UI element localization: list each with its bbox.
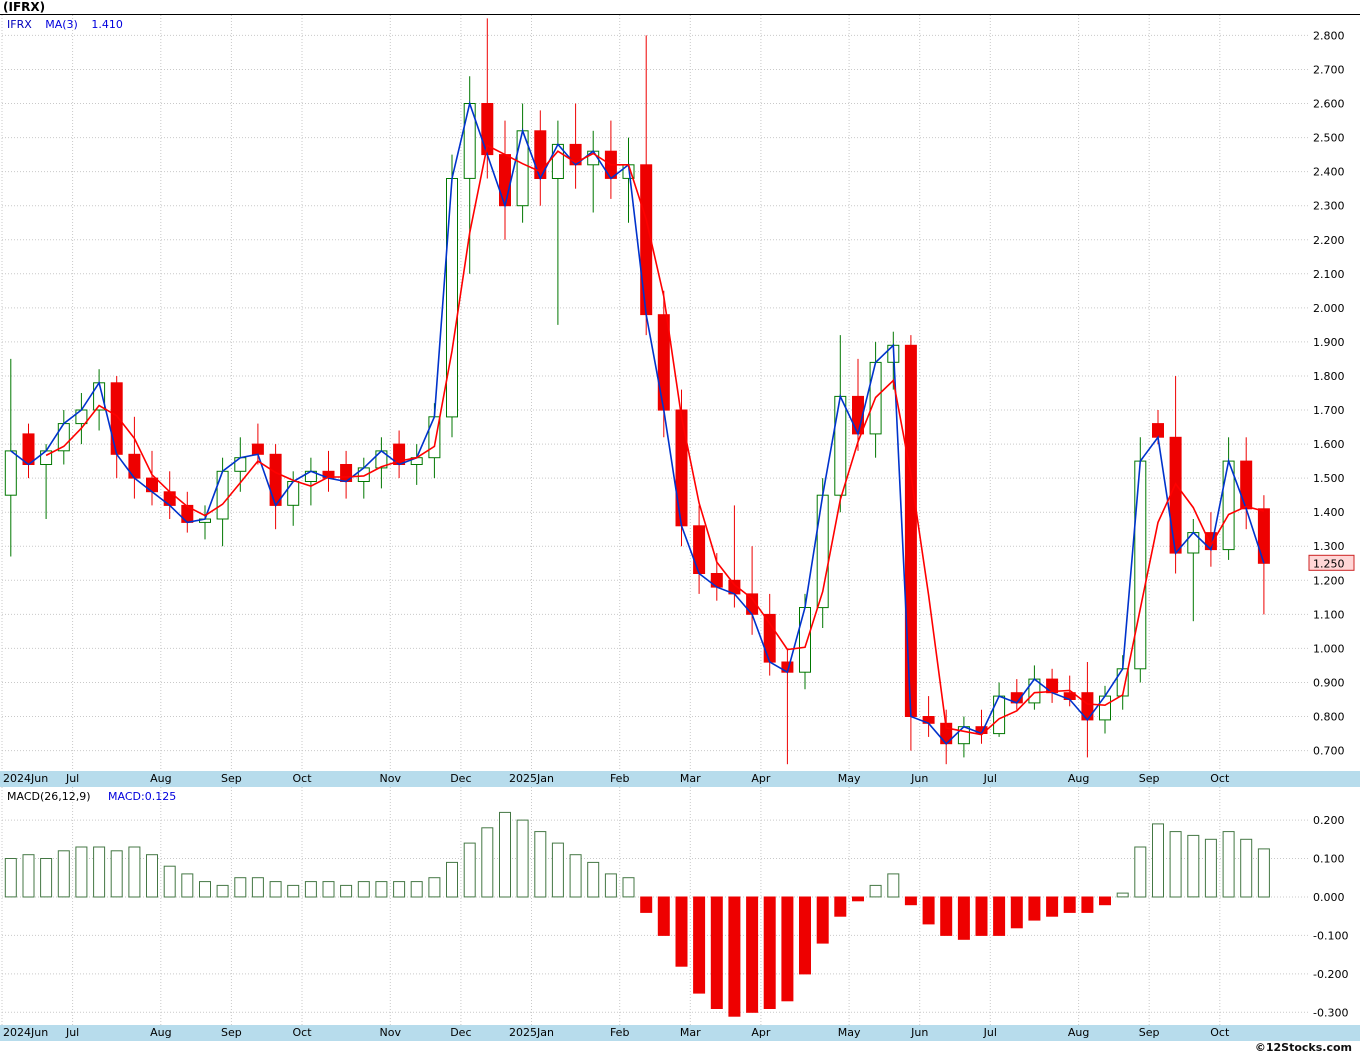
svg-text:0.900: 0.900 — [1313, 677, 1345, 690]
month-label: Oct — [1210, 772, 1230, 785]
ticker-symbol: IFRX — [7, 18, 32, 31]
page-title: (IFRX) — [0, 0, 1360, 15]
ma-value: 1.410 — [91, 18, 123, 31]
month-label: Sep — [1138, 772, 1160, 785]
macd-indicator-label: MACD(26,12,9) — [7, 790, 91, 803]
macd-panel: 0.200 0.100 0.000 -0.100 -0.200 -0.300 MACD(2… — [0, 787, 1360, 1025]
month-label: Oct — [292, 1026, 312, 1039]
month-label: 2025Jan — [508, 1026, 554, 1039]
macd-bars — [4, 811, 1270, 1017]
svg-text:2.100: 2.100 — [1313, 268, 1345, 281]
svg-text:1.100: 1.100 — [1313, 608, 1345, 621]
close-line — [10, 100, 1265, 745]
price-axis-labels: 2.800 2.700 2.600 2.500 2.400 2.300 2.200 2.100… — [1313, 29, 1345, 757]
month-label: 2024Jun — [3, 772, 49, 785]
svg-text:2.500: 2.500 — [1313, 132, 1345, 145]
svg-text:2.000: 2.000 — [1313, 302, 1345, 315]
month-label: May — [837, 1026, 861, 1039]
price-chart-canvas[interactable]: 2.800 2.700 2.600 2.500 2.400 2.300 2.200 2.100… — [0, 15, 1360, 771]
svg-text:-0.200: -0.200 — [1313, 968, 1348, 981]
svg-text:0.000: 0.000 — [1313, 891, 1345, 904]
month-label: Aug — [150, 1026, 172, 1039]
month-label: Oct — [292, 772, 312, 785]
macd-axis-labels: 0.200 0.100 0.000 -0.100 -0.200 -0.300 — [1313, 814, 1348, 1019]
month-label: Sep — [221, 1026, 242, 1039]
svg-text:2.300: 2.300 — [1313, 200, 1345, 213]
month-label: May — [837, 772, 861, 785]
svg-text:1.600: 1.600 — [1313, 438, 1345, 451]
month-label: Jul — [983, 772, 997, 785]
price-chart-panel: 2.800 2.700 2.600 2.500 2.400 2.300 2.200 2.100… — [0, 15, 1360, 771]
month-label: 2025Jan — [508, 772, 554, 785]
price-legend: IFRX MA(3) 1.410 — [7, 18, 123, 31]
month-label: Jun — [911, 772, 929, 785]
x-axis-strip-top: 2024Jun Jul Aug Sep Oct Nov Dec 2025Jan Feb Mar Ap… — [0, 771, 1360, 787]
svg-text:1.000: 1.000 — [1313, 642, 1345, 655]
month-label: Jul — [65, 1026, 80, 1039]
month-label: Dec — [450, 772, 472, 785]
ma3-line — [45, 144, 1265, 736]
svg-text:-0.100: -0.100 — [1313, 929, 1348, 942]
svg-text:1.900: 1.900 — [1313, 336, 1345, 349]
month-label: Feb — [609, 772, 630, 785]
macd-grid — [1, 787, 1308, 1025]
price-grid — [1, 15, 1308, 771]
month-label: 2024Jun — [3, 1026, 49, 1039]
svg-text:2.700: 2.700 — [1313, 64, 1345, 77]
month-label: Apr — [751, 1026, 771, 1039]
svg-text:1.250: 1.250 — [1313, 557, 1345, 570]
ma-label: MA(3) — [45, 18, 78, 31]
month-label: Sep — [1138, 1026, 1160, 1039]
month-label: Aug — [1067, 1026, 1090, 1039]
svg-text:0.100: 0.100 — [1313, 853, 1345, 866]
candles — [4, 18, 1270, 765]
svg-text:-0.300: -0.300 — [1313, 1006, 1348, 1019]
svg-text:2.200: 2.200 — [1313, 234, 1345, 247]
last-price-tag: 1.250 — [1308, 554, 1355, 571]
month-label: Jun — [911, 1026, 929, 1039]
svg-text:0.200: 0.200 — [1313, 814, 1345, 827]
svg-text:2.600: 2.600 — [1313, 98, 1345, 111]
month-label: Jul — [983, 1026, 997, 1039]
svg-text:1.800: 1.800 — [1313, 370, 1345, 383]
month-label: Sep — [221, 772, 242, 785]
svg-text:1.400: 1.400 — [1313, 506, 1345, 519]
month-label: Jul — [65, 772, 80, 785]
svg-text:2.800: 2.800 — [1313, 29, 1345, 42]
svg-text:1.500: 1.500 — [1313, 472, 1345, 485]
macd-chart-canvas[interactable]: 0.200 0.100 0.000 -0.100 -0.200 -0.300 — [0, 787, 1360, 1025]
month-label: Oct — [1210, 1026, 1230, 1039]
month-label: Dec — [450, 1026, 472, 1039]
month-label: Aug — [150, 772, 172, 785]
svg-text:1.700: 1.700 — [1313, 404, 1345, 417]
svg-text:0.700: 0.700 — [1313, 745, 1345, 758]
x-axis-strip-bottom: 2024Jun Jul Aug Sep Oct Nov Dec 2025Jan Feb Mar Ap… — [0, 1025, 1360, 1041]
macd-legend: MACD(26,12,9) MACD:0.125 — [7, 790, 176, 803]
macd-value: MACD:0.125 — [108, 790, 177, 803]
svg-text:2.400: 2.400 — [1313, 166, 1345, 179]
month-label: Mar — [679, 772, 701, 785]
month-label: Aug — [1067, 772, 1090, 785]
site-credit: ©12Stocks.com — [1254, 1041, 1352, 1054]
month-label: Apr — [751, 772, 771, 785]
month-label: Mar — [679, 1026, 701, 1039]
month-label: Feb — [609, 1026, 630, 1039]
svg-text:1.200: 1.200 — [1313, 574, 1345, 587]
month-label: Nov — [379, 772, 401, 785]
month-label: Nov — [379, 1026, 401, 1039]
svg-text:0.800: 0.800 — [1313, 711, 1345, 724]
svg-text:1.300: 1.300 — [1313, 540, 1345, 553]
